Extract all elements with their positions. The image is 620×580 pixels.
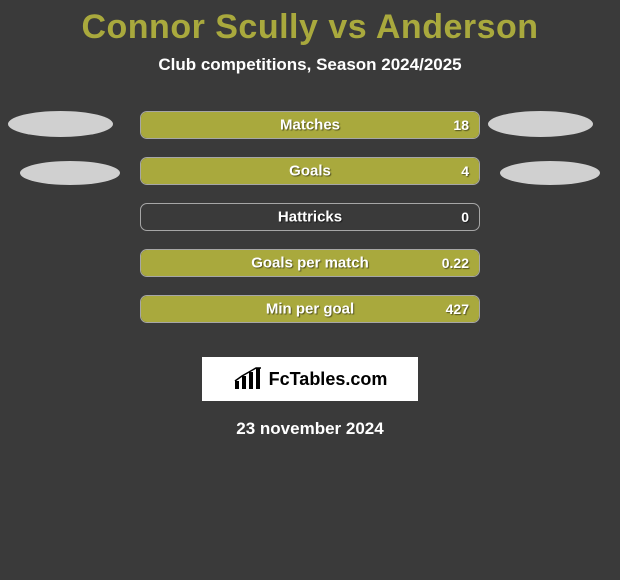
avatar-placeholder-2 bbox=[20, 161, 120, 185]
avatar-placeholder-0 bbox=[8, 111, 113, 137]
comparison-panel: Connor Scully vs Anderson Club competiti… bbox=[0, 0, 620, 439]
avatar-placeholder-3 bbox=[500, 161, 600, 185]
subtitle: Club competitions, Season 2024/2025 bbox=[0, 55, 620, 75]
stat-label: Hattricks bbox=[278, 209, 342, 226]
stat-row-min-per-goal: Min per goal 427 bbox=[140, 295, 480, 323]
avatar-placeholder-1 bbox=[488, 111, 593, 137]
stat-label: Min per goal bbox=[266, 301, 354, 318]
stat-row-hattricks: Hattricks 0 bbox=[140, 203, 480, 231]
branding-box: FcTables.com bbox=[202, 357, 418, 401]
stat-row-goals: Goals 4 bbox=[140, 157, 480, 185]
stat-value: 18 bbox=[453, 117, 469, 133]
stat-value: 0 bbox=[461, 209, 469, 225]
bar-chart-icon bbox=[233, 367, 263, 391]
stat-label: Matches bbox=[280, 117, 340, 134]
stat-label: Goals per match bbox=[251, 255, 369, 272]
stat-value: 427 bbox=[446, 301, 469, 317]
branding-text: FcTables.com bbox=[269, 369, 388, 390]
stat-value: 4 bbox=[461, 163, 469, 179]
stats-area: Matches 18 Goals 4 Hattricks 0 Goals per match… bbox=[0, 111, 620, 351]
page-title: Connor Scully vs Anderson bbox=[0, 8, 620, 47]
date-label: 23 november 2024 bbox=[0, 419, 620, 439]
stat-row-goals-per-match: Goals per match 0.22 bbox=[140, 249, 480, 277]
stat-label: Goals bbox=[289, 163, 331, 180]
stat-row-matches: Matches 18 bbox=[140, 111, 480, 139]
stat-value: 0.22 bbox=[442, 255, 469, 271]
